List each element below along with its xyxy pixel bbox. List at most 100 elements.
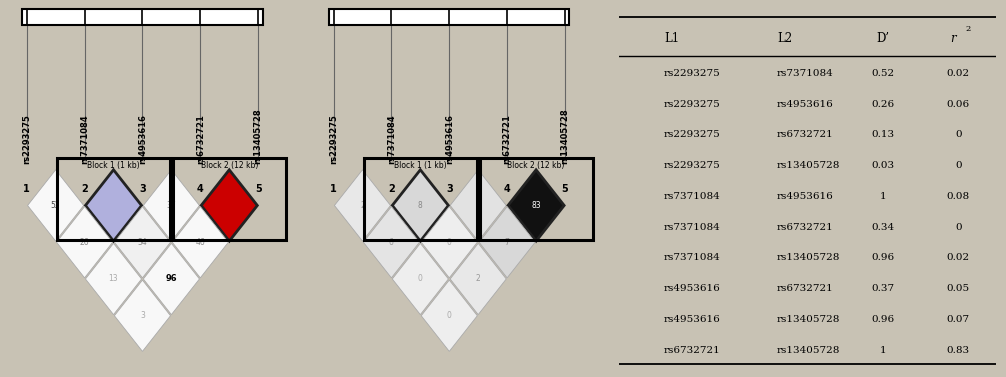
Bar [22,9,263,25]
Text: rs2293275: rs2293275 [664,130,720,139]
Text: 2: 2 [476,274,481,284]
Text: 0.05: 0.05 [947,284,970,293]
Polygon shape [392,243,449,315]
Text: rs4953616: rs4953616 [777,192,834,201]
Text: rs6732721: rs6732721 [196,114,205,164]
Bar [480,158,593,241]
Text: rs2293275: rs2293275 [664,69,720,78]
Text: 2: 2 [81,184,88,193]
Text: rs4953616: rs4953616 [138,114,147,164]
Text: rs13405728: rs13405728 [777,315,840,324]
Text: rs13405728: rs13405728 [777,346,840,355]
Polygon shape [115,207,170,278]
Text: 0: 0 [447,311,452,320]
Text: 7: 7 [505,238,510,247]
Text: rs2293275: rs2293275 [664,161,720,170]
Text: rs7371084: rs7371084 [664,253,720,262]
Text: 2: 2 [388,184,394,193]
Text: 0.96: 0.96 [871,315,894,324]
Text: 3: 3 [139,184,146,193]
Polygon shape [86,243,142,315]
Text: 1: 1 [23,184,30,193]
Text: 4: 4 [504,184,510,193]
Text: 3: 3 [140,311,145,320]
Polygon shape [450,243,506,315]
Text: 0.03: 0.03 [871,161,894,170]
Text: rs4953616: rs4953616 [777,100,834,109]
Polygon shape [363,207,420,278]
Text: rs4953616: rs4953616 [664,284,720,293]
Bar [329,9,569,25]
Polygon shape [115,280,170,351]
Text: Block 2 (12 kb): Block 2 (12 kb) [200,161,258,170]
Text: rs6732721: rs6732721 [664,346,720,355]
Polygon shape [201,170,258,241]
Text: 13: 13 [109,274,119,284]
Text: 0: 0 [447,238,452,247]
Text: 52: 52 [51,201,60,210]
Text: rs6732721: rs6732721 [777,223,834,231]
Text: 0: 0 [955,130,962,139]
Polygon shape [422,280,477,351]
Polygon shape [172,207,228,278]
Text: 0.07: 0.07 [947,315,970,324]
Polygon shape [143,243,199,315]
Polygon shape [86,170,142,241]
Text: 6: 6 [389,238,393,247]
Text: D’: D’ [876,32,889,45]
Text: rs13405728: rs13405728 [777,253,840,262]
Text: 0.08: 0.08 [947,192,970,201]
Text: 83: 83 [531,201,541,210]
Bar [173,158,286,241]
Text: 0.26: 0.26 [871,100,894,109]
Text: rs4953616: rs4953616 [445,114,454,164]
Bar [364,158,477,241]
Text: 0.34: 0.34 [871,223,894,231]
Text: 1: 1 [879,346,886,355]
Polygon shape [422,207,477,278]
Text: rs4953616: rs4953616 [664,315,720,324]
Text: Block 2 (12 kb): Block 2 (12 kb) [507,161,564,170]
Polygon shape [143,170,199,241]
Text: 0.02: 0.02 [947,69,970,78]
Polygon shape [508,170,564,241]
Text: rs7371084: rs7371084 [664,223,720,231]
Text: L2: L2 [777,32,793,45]
Text: 4: 4 [197,184,203,193]
Text: 46: 46 [195,238,205,247]
Polygon shape [392,170,449,241]
Text: 2: 2 [965,25,970,33]
Polygon shape [334,170,390,241]
Text: 5: 5 [561,184,568,193]
Text: rs6732721: rs6732721 [503,114,512,164]
Text: L1: L1 [664,32,679,45]
Text: 0: 0 [417,274,423,284]
Text: rs2293275: rs2293275 [329,114,338,164]
Text: rs2293275: rs2293275 [22,114,31,164]
Text: 1: 1 [330,184,337,193]
Text: rs7371084: rs7371084 [664,192,720,201]
Polygon shape [450,170,506,241]
Text: rs7371084: rs7371084 [80,114,90,164]
Bar [57,158,170,241]
Text: 2: 2 [360,201,365,210]
Text: rs7371084: rs7371084 [777,69,834,78]
Text: 0: 0 [955,223,962,231]
Text: rs6732721: rs6732721 [777,284,834,293]
Text: 0: 0 [955,161,962,170]
Polygon shape [56,207,113,278]
Text: 5: 5 [476,201,481,210]
Text: rs7371084: rs7371084 [387,114,396,164]
Text: rs13405728: rs13405728 [777,161,840,170]
Text: 26: 26 [79,238,90,247]
Text: 5: 5 [255,184,262,193]
Text: 0.37: 0.37 [871,284,894,293]
Text: 0.52: 0.52 [871,69,894,78]
Text: 1: 1 [879,192,886,201]
Text: 37: 37 [167,201,176,210]
Polygon shape [479,207,535,278]
Text: 0.02: 0.02 [947,253,970,262]
Text: Block 1 (1 kb): Block 1 (1 kb) [88,161,140,170]
Text: rs13405728: rs13405728 [560,108,569,164]
Text: 8: 8 [417,201,423,210]
